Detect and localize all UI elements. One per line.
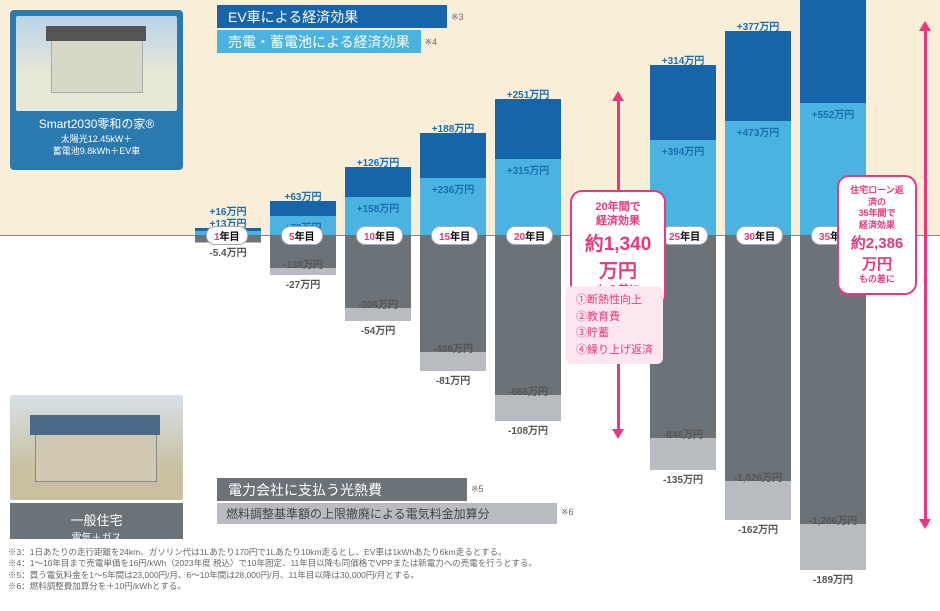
callout-35yr-l1: 住宅ローン返済の xyxy=(849,185,905,208)
val-fuel: -54万円 xyxy=(345,322,411,337)
bar-ev xyxy=(800,0,866,103)
callout-35yr-l3: 経済効果 xyxy=(849,220,905,232)
smart-house-sub: 太陽光12.45kW＋ 蓄電池9.8kWh＋EV車 xyxy=(16,134,177,157)
footnotes: ※3：1日あたりの走行距離を24km、ガソリン代は1Lあたり170円で1Lあたり… xyxy=(8,547,537,593)
val-ev: +63万円 xyxy=(270,188,336,203)
benefit-item: ①断熱性向上 xyxy=(576,292,653,309)
val-sell: +315万円 xyxy=(495,162,561,177)
bar-ev xyxy=(420,133,486,178)
year-label: 5年目 xyxy=(281,226,323,245)
year-label: 1年目 xyxy=(206,226,248,245)
general-house-title: 一般住宅 xyxy=(10,510,183,529)
footnote-line: ※6：燃料調整費加算分を＋10円/kWhとする。 xyxy=(8,581,537,592)
benefit-item: ②教育費 xyxy=(576,309,653,326)
bar-ev xyxy=(650,65,716,140)
callout-35yr-big: 約2,386万円 xyxy=(849,232,905,274)
smart-house-image xyxy=(16,16,177,111)
bar-util xyxy=(495,235,561,395)
smart-house-card: Smart2030零和の家® 太陽光12.45kW＋ 蓄電池9.8kWh＋EV車 xyxy=(10,10,183,170)
bar-ev xyxy=(345,167,411,197)
footnote-line: ※3：1日あたりの走行距離を24km、ガソリン代は1Lあたり170円で1Lあたり… xyxy=(8,547,537,558)
benefit-item: ④繰り上げ返済 xyxy=(576,342,653,359)
footnote-line: ※5：買う電気料金を1～5年間は23,000円/月、6～10年間は28,000円… xyxy=(8,570,537,581)
footnote-line: ※4：1～10年目まで売電単価を16円/kWh（2023年度 税込）で10年固定… xyxy=(8,558,537,569)
bar-util xyxy=(725,235,791,481)
benefits-box: ①断熱性向上②教育費③貯蓄④繰り上げ返済 xyxy=(566,286,663,364)
val-fuel: -162万円 xyxy=(725,521,791,536)
bar-ev xyxy=(725,31,791,121)
val-util: -138万円 xyxy=(270,256,336,271)
val-sell: +236万円 xyxy=(420,181,486,196)
callout-20yr-l1: 20年間で xyxy=(582,200,654,214)
val-fuel: -5.4万円 xyxy=(195,244,261,259)
val-util: -306万円 xyxy=(345,296,411,311)
bar-ev xyxy=(495,99,561,159)
general-house-imagewrap xyxy=(10,395,183,500)
callout-20yr-l2: 経済効果 xyxy=(582,214,654,228)
val-util: -666万円 xyxy=(495,383,561,398)
general-house-card: 一般住宅 電気＋ガス xyxy=(10,503,183,539)
val-sell: +16万円 xyxy=(195,203,261,218)
year-label: 25年目 xyxy=(661,226,708,245)
chart-area: +13万円+16万円-28万円-5.4万円1年目+63万円+79万円-138万円… xyxy=(192,0,872,560)
val-ev: +126万円 xyxy=(345,154,411,169)
year-label: 15年目 xyxy=(431,226,478,245)
bar-fuel xyxy=(650,438,716,470)
callout-35yr-l2: 35年間で xyxy=(849,208,905,220)
bar-fuel xyxy=(725,481,791,520)
general-house-image xyxy=(10,395,183,500)
val-fuel: -189万円 xyxy=(800,571,866,586)
val-sell: +158万円 xyxy=(345,200,411,215)
year-label: 30年目 xyxy=(736,226,783,245)
bar-ev xyxy=(270,201,336,216)
val-fuel: -27万円 xyxy=(270,276,336,291)
smart-house-title: Smart2030零和の家® xyxy=(16,115,177,132)
val-util: -1,026万円 xyxy=(725,469,791,484)
arrow-35yr xyxy=(924,30,927,520)
val-sell: +552万円 xyxy=(800,106,866,121)
callout-35yr: 住宅ローン返済の 35年間で 経済効果 約2,386万円 もの差に xyxy=(837,175,917,295)
bar-fuel xyxy=(495,395,561,421)
val-fuel: -135万円 xyxy=(650,471,716,486)
val-sell: +394万円 xyxy=(650,143,716,158)
bar-fuel xyxy=(800,524,866,569)
val-ev: +377万円 xyxy=(725,18,791,33)
bar-util xyxy=(420,235,486,352)
val-util: -486万円 xyxy=(420,340,486,355)
val-util: -846万円 xyxy=(650,426,716,441)
val-sell: +473万円 xyxy=(725,124,791,139)
val-fuel: -81万円 xyxy=(420,372,486,387)
year-label: 20年目 xyxy=(506,226,553,245)
val-ev: +314万円 xyxy=(650,52,716,67)
benefit-item: ③貯蓄 xyxy=(576,325,653,342)
val-ev: +251万円 xyxy=(495,86,561,101)
val-util: -1,206万円 xyxy=(800,512,866,527)
year-label: 10年目 xyxy=(356,226,403,245)
callout-35yr-l4: もの差に xyxy=(849,274,905,286)
val-fuel: -108万円 xyxy=(495,422,561,437)
callout-20yr-big: 約1,340万円 xyxy=(582,229,654,283)
general-house-sub: 電気＋ガス xyxy=(10,529,183,544)
val-ev: +188万円 xyxy=(420,120,486,135)
